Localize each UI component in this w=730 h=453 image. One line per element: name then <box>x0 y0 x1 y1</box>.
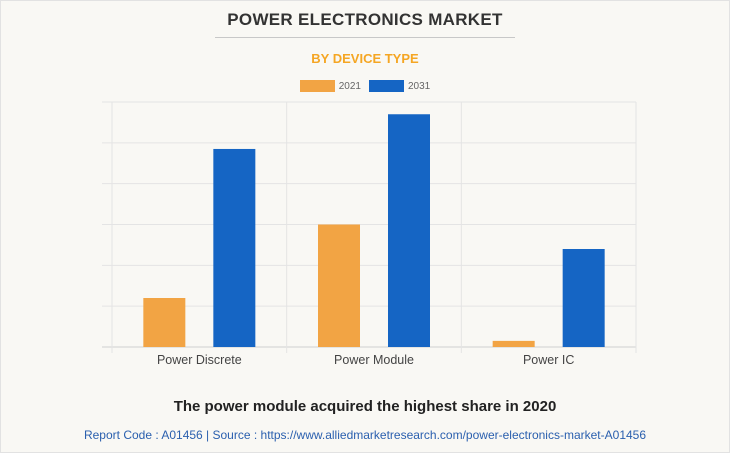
legend-swatch-2021 <box>299 80 335 92</box>
x-tick-label: Power IC <box>523 353 574 367</box>
legend-swatch-2031 <box>369 80 404 92</box>
legend-item-2031[interactable]: 2031 <box>369 80 430 92</box>
title-divider <box>215 37 515 38</box>
source-line: Report Code : A01456 | Source : https://… <box>83 428 647 442</box>
footer-note: The power module acquired the highest sh… <box>173 398 557 415</box>
x-tick-label: Power Discrete <box>157 353 242 367</box>
x-tick-label: Power Module <box>334 353 414 367</box>
bar-2031-power-ic <box>562 249 605 347</box>
legend: 2021 2031 <box>0 80 730 92</box>
bar-2021-power-discrete <box>143 298 186 347</box>
chart-subtitle: BY DEVICE TYPE <box>311 51 419 66</box>
chart-title: POWER ELECTRONICS MARKET <box>227 10 503 29</box>
legend-item-2021[interactable]: 2021 <box>299 80 361 92</box>
bar-2031-power-module <box>388 114 430 347</box>
bar-2031-power-discrete <box>213 148 256 347</box>
bar-2021-power-ic <box>492 340 535 347</box>
legend-label-2031: 2031 <box>408 80 431 92</box>
bar-2021-power-module <box>318 224 360 347</box>
legend-label-2021: 2021 <box>338 80 361 92</box>
